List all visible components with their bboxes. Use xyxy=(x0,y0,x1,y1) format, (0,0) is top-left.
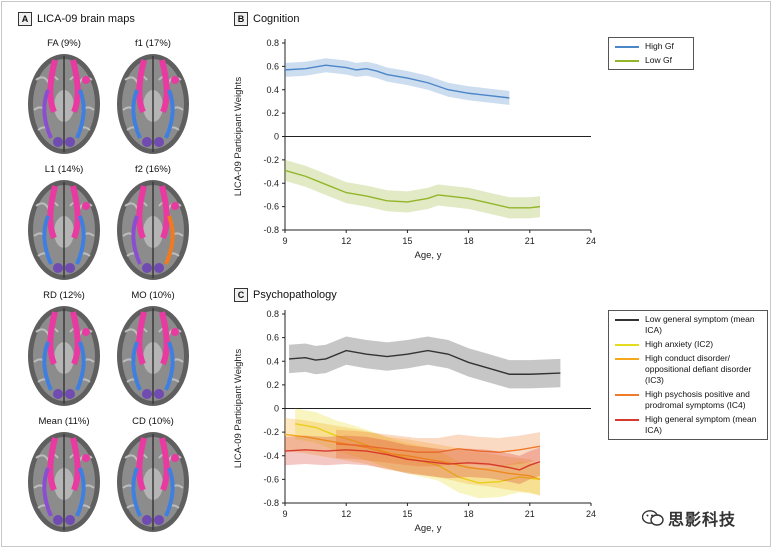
brain-axial-slice-image xyxy=(117,306,189,406)
legend-line-swatch xyxy=(615,344,639,346)
panel-a-title: LICA-09 brain maps xyxy=(37,13,135,25)
wechat-icon xyxy=(642,510,664,526)
brain-map-label: CD (10%) xyxy=(132,416,174,427)
legend-label: High psychosis positive and prodromal sy… xyxy=(645,389,750,410)
brain-map-label: f2 (16%) xyxy=(135,164,171,175)
legend-label: Low Gf xyxy=(645,55,672,65)
legend-entry: Low Gf xyxy=(615,55,687,66)
brain-map-label: MO (10%) xyxy=(131,290,175,301)
brain-axial-slice-image xyxy=(117,54,189,154)
brain-map: MO (10%) xyxy=(113,289,193,415)
brain-axial-slice-image xyxy=(28,432,100,532)
brain-axial-slice-image xyxy=(28,54,100,154)
legend-entry: High Gf xyxy=(615,41,687,52)
panel-c-title: Psychopathology xyxy=(253,289,337,301)
brain-map: CD (10%) xyxy=(113,415,193,541)
brain-map-label: RD (12%) xyxy=(43,290,85,301)
legend-line-swatch xyxy=(615,319,639,321)
brain-map-label: FA (9%) xyxy=(47,38,81,49)
brain-axial-slice-image xyxy=(117,432,189,532)
panel-b-badge: B xyxy=(234,12,248,26)
legend-entry: Low general symptom (mean ICA) xyxy=(615,314,761,336)
brain-map: RD (12%) xyxy=(24,289,104,415)
legend-entry: High psychosis positive and prodromal sy… xyxy=(615,389,761,411)
brain-map: f1 (17%) xyxy=(113,37,193,163)
brain-axial-slice-image xyxy=(28,180,100,280)
legend-label: High Gf xyxy=(645,41,674,51)
legend-line-swatch xyxy=(615,419,639,421)
watermark-text: 思影科技 xyxy=(668,512,737,529)
brain-map-label: L1 (14%) xyxy=(44,164,84,175)
panel-a-heading: A LICA-09 brain maps xyxy=(18,12,135,26)
legend-entry: High anxiety (IC2) xyxy=(615,339,761,350)
legend-label: High anxiety (IC2) xyxy=(645,339,714,349)
brain-map: FA (9%) xyxy=(24,37,104,163)
brain-map-label: Mean (11%) xyxy=(38,416,90,427)
brain-axial-slice-image xyxy=(28,306,100,406)
brain-map: Mean (11%) xyxy=(24,415,104,541)
legend-line-swatch xyxy=(615,46,639,48)
legend-entry: High general symptom (mean ICA) xyxy=(615,414,761,436)
brain-map-label: f1 (17%) xyxy=(135,38,171,49)
watermark: 思影科技 xyxy=(642,506,736,530)
legend-label: Low general symptom (mean ICA) xyxy=(645,314,755,335)
legend-entry: High conduct disorder/ oppositional defi… xyxy=(615,353,761,386)
brain-map: L1 (14%) xyxy=(24,163,104,289)
panel-b-title: Cognition xyxy=(253,13,300,25)
legend-line-swatch xyxy=(615,358,639,360)
psychopathology-legend: Low general symptom (mean ICA) High anxie… xyxy=(608,310,768,440)
brain-map: f2 (16%) xyxy=(113,163,193,289)
legend-line-swatch xyxy=(615,394,639,396)
panel-b-heading: B Cognition xyxy=(234,12,299,26)
legend-label: High conduct disorder/ oppositional defi… xyxy=(645,353,752,385)
brain-axial-slice-image xyxy=(117,180,189,280)
panel-c-heading: C Psychopathology xyxy=(234,288,337,302)
panel-a-badge: A xyxy=(18,12,32,26)
cognition-legend: High Gf Low Gf xyxy=(608,37,694,70)
legend-label: High general symptom (mean ICA) xyxy=(645,414,757,435)
panel-c-badge: C xyxy=(234,288,248,302)
legend-line-swatch xyxy=(615,60,639,62)
